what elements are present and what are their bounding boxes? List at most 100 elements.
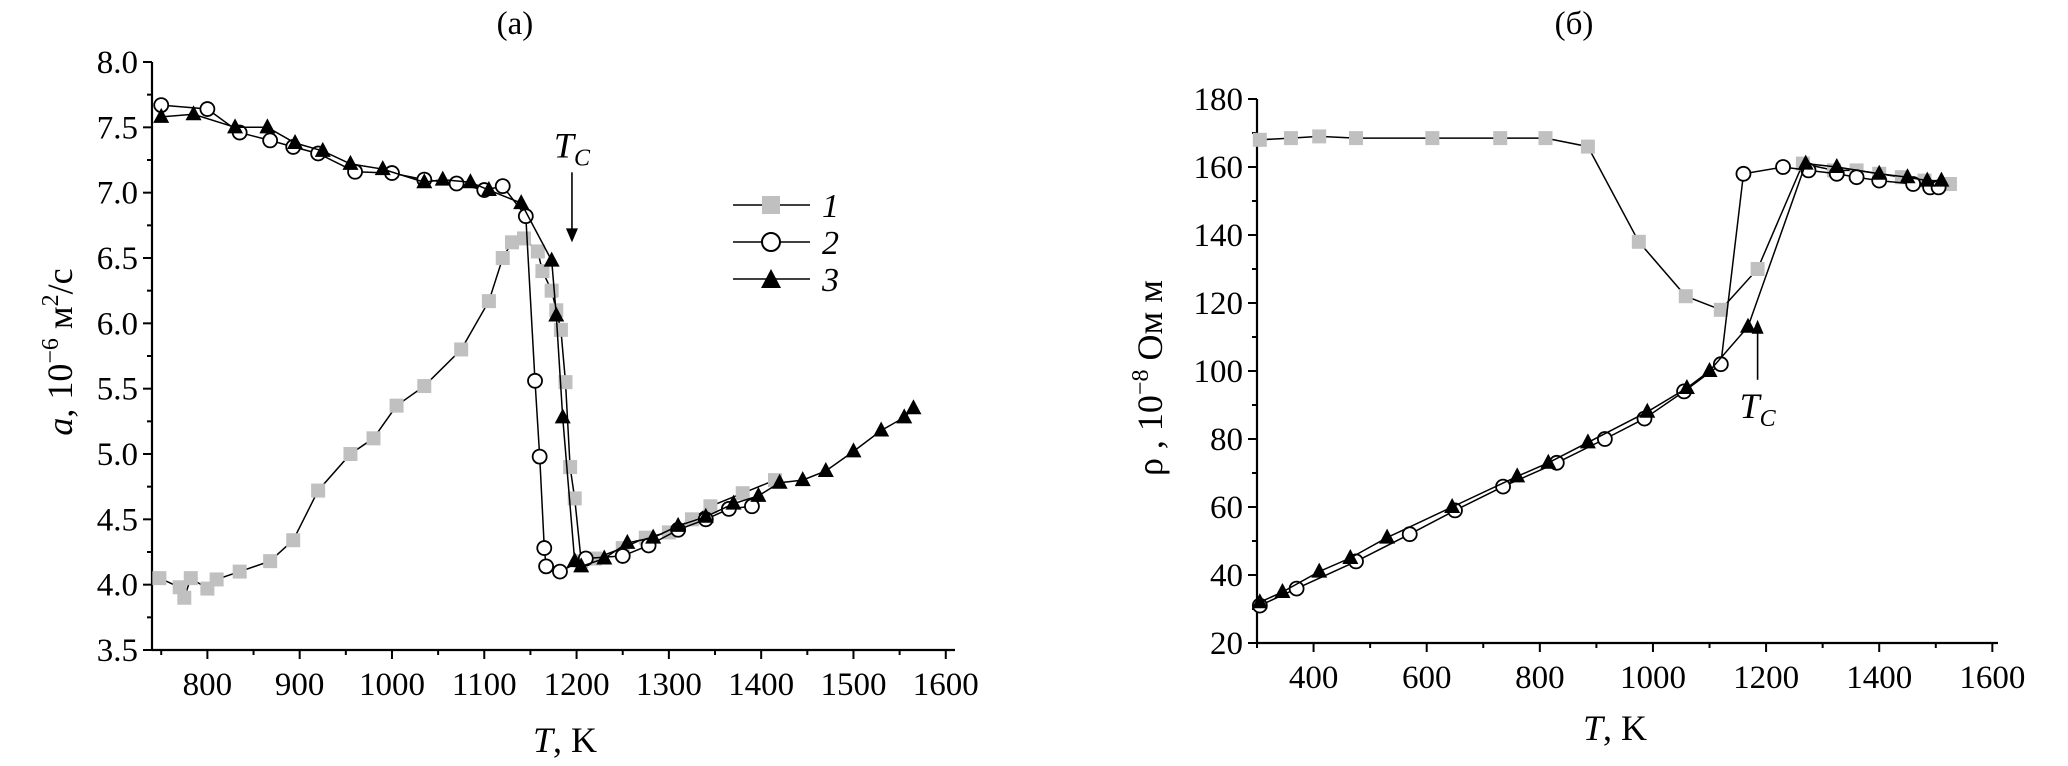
panel-a-x-tick-label: 800 [183, 667, 233, 703]
panel-a-series-3-point [596, 549, 613, 565]
tc-label: TC [1740, 386, 1777, 432]
panel-a-series-3-point [873, 421, 890, 437]
panel-a-series-3-point [750, 486, 767, 502]
panel-b-x-tick-label: 1200 [1733, 660, 1799, 696]
panel-a-y-tick-label: 4.0 [97, 568, 138, 604]
panel-a-series-2-point [199, 101, 216, 117]
panel-a-series-1-point [454, 342, 469, 357]
legend-circle-marker [761, 232, 781, 252]
panel-a-series-3-point [817, 461, 834, 477]
panel-b-series-1-point [1631, 234, 1646, 249]
panel-a-y-tick-label: 6.0 [97, 306, 138, 342]
panel-b-series-1-point [1713, 302, 1728, 317]
panel-a-series-1-point [263, 554, 278, 569]
panel-b-x-tick-label: 400 [1289, 660, 1339, 696]
panel-a-series-1-point [177, 590, 192, 605]
panel-a-series-3-point [462, 173, 479, 189]
panel-b-y-tick-label: 80 [1210, 422, 1243, 458]
panel-b-y-tick-label: 100 [1194, 354, 1244, 390]
panel-a-series-3-point [513, 194, 530, 210]
panel-a-y-tick-label: 4.5 [97, 502, 138, 538]
panel-b-series-1-point [1348, 131, 1363, 146]
panel-a-series-3-point [845, 442, 862, 458]
panel-b-tc-annotation: TC [1740, 319, 1777, 432]
panel-a-legend: 1 2 3 [733, 188, 839, 299]
panel-a-x-tick-label: 900 [275, 667, 325, 703]
panel-b-series-3-point [1828, 158, 1845, 173]
panel-a-series-3-point [227, 118, 244, 134]
panel-b-y-tick-label: 180 [1194, 82, 1244, 118]
panel-b-y-tick-label: 60 [1210, 490, 1243, 526]
chart-panel-a: (a) 800 900 1000 1100 1200 1300 1400 1500 1600 3.… [38, 6, 979, 760]
panel-a-y-tick-label: 6.5 [97, 241, 138, 277]
tc-label: TC [554, 125, 591, 171]
panel-b-y-tick-label: 160 [1194, 150, 1244, 186]
panel-a-tc-annotation: TC [554, 125, 591, 243]
panel-a-series-3-point [771, 473, 788, 489]
panel-a-y-tick-label: 7.5 [97, 110, 138, 146]
panel-a-series-2-point [527, 372, 543, 389]
panel-b-series-1-point [1493, 131, 1508, 146]
panel-a-x-tick-label: 1100 [452, 667, 517, 703]
panel-a-series-2-point [448, 175, 465, 192]
panel-a-series-3-point [896, 408, 913, 424]
panel-a-series-3-point [185, 105, 202, 121]
panel-a-series-1-point [544, 283, 559, 298]
panel-b-series-3-point [1342, 549, 1359, 564]
panel-a-series [152, 97, 922, 605]
panel-a-series-3-point [548, 306, 565, 322]
panel-a-series-3-point [259, 118, 276, 134]
panel-b-series-1-point [1252, 132, 1267, 147]
panel-a-series-3-point [554, 408, 571, 424]
legend-label-1: 1 [822, 188, 839, 225]
panel-a-x-tick-label: 1000 [359, 667, 425, 703]
panel-a-y-axis-label: a, 10−6 м2/c [38, 268, 80, 435]
panel-a-series-1-line [159, 237, 776, 600]
legend-label-2: 2 [822, 225, 839, 262]
panel-a-y-tick-label: 5.0 [97, 437, 138, 473]
panel-a-series-3-point [697, 507, 714, 523]
panel-a-y-tick-label: 7.0 [97, 176, 138, 212]
panel-b-x-tick-label: 800 [1515, 660, 1565, 696]
panel-b-series-3-point [1739, 317, 1756, 333]
panel-a-series-1-point [703, 499, 718, 514]
legend-triangle-marker [761, 269, 781, 288]
panel-b-series-3-point [1899, 168, 1916, 184]
panel-a-series-1-point [311, 483, 326, 498]
legend-label-3: 3 [821, 262, 839, 299]
panel-b-y-tick-label: 120 [1194, 286, 1244, 322]
panel-a-series-1-point [366, 431, 381, 446]
panel-a-series-1-point [343, 447, 358, 461]
panel-a-series-3-point [342, 154, 359, 170]
panel-b-title: (б) [1555, 6, 1594, 42]
panel-a-series-2-point [538, 558, 555, 575]
panel-a-series-1-point [553, 322, 568, 337]
panel-b-x-tick-label: 1400 [1846, 660, 1912, 696]
panel-b-series-3-line [1259, 162, 1942, 603]
panel-b-x-tick-label: 600 [1402, 660, 1452, 696]
panel-a-series-1-point [495, 251, 510, 265]
panel-b-series-1-line [1259, 135, 1950, 311]
panel-a-series-1-point [209, 572, 224, 587]
chart-panel-b: (б) 400 600 800 1000 1200 1400 1600 20 40 60 80 100… [1128, 6, 2025, 748]
panel-b-y-axis-label: ρ , 10−8 Ом м [1128, 280, 1170, 476]
panel-a-series-3-line [161, 113, 915, 568]
panel-a-series-2-point [552, 563, 568, 580]
panel-b-series-3-point [1639, 402, 1656, 418]
panel-a-y-tick-label: 5.5 [97, 372, 138, 408]
panel-a-series-2-point [531, 448, 548, 465]
panel-a-series-1-point [535, 264, 550, 279]
panel-b-series-3-point [1701, 362, 1718, 377]
panel-b-series-3-point [1678, 379, 1695, 394]
panel-a-series-3-point [314, 141, 331, 157]
panel-a-series-3-point [153, 107, 170, 123]
panel-a-series-2-point [536, 540, 553, 556]
panel-b-series-3-point [1797, 154, 1814, 170]
panel-b-series-1-point [1678, 289, 1693, 304]
panel-a-title: (a) [497, 6, 534, 42]
panel-b-x-tick-label: 1600 [1959, 660, 2025, 696]
panel-a-series-3-point [480, 181, 497, 197]
panel-a-series-2-point [262, 132, 279, 149]
panel-a-series-3-point [645, 528, 662, 544]
panel-a-x-tick-label: 1300 [636, 667, 702, 703]
